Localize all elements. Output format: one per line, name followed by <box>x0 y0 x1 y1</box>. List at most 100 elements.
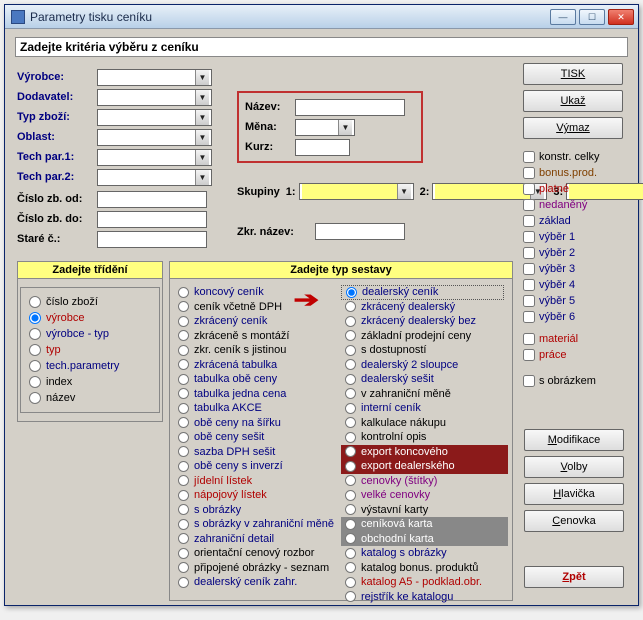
input-kurz[interactable] <box>295 139 350 156</box>
minimize-button[interactable]: — <box>550 9 576 25</box>
chk-v4[interactable] <box>523 279 535 291</box>
type-option[interactable]: dealerský ceník <box>341 285 504 300</box>
ukaz-button[interactable]: Ukaž <box>523 90 623 112</box>
type-option[interactable]: ceníková karta <box>341 517 508 532</box>
type-option[interactable]: nápojový lístek <box>174 488 341 503</box>
type-option[interactable]: orientační cenový rozbor <box>174 546 341 561</box>
type-option[interactable]: jídelní lístek <box>174 474 341 489</box>
combo-vyrobce[interactable]: ▼ <box>97 69 212 86</box>
volby-button[interactable]: Volby <box>524 456 624 478</box>
chk-nedaneny[interactable] <box>523 199 535 211</box>
type-option[interactable]: kalkulace nákupu <box>341 416 508 431</box>
chk-zaklad[interactable] <box>523 215 535 227</box>
type-option[interactable]: zkr. ceník s jistinou <box>174 343 341 358</box>
type-option[interactable]: obě ceny sešit <box>174 430 341 445</box>
type-option[interactable]: velké cenovky <box>341 488 508 503</box>
chk-material[interactable] <box>523 333 535 345</box>
sort-option[interactable]: výrobce - typ <box>29 326 151 342</box>
chevron-down-icon[interactable]: ▼ <box>397 184 411 199</box>
type-option[interactable]: obě ceny s inverzí <box>174 459 341 474</box>
sort-option[interactable]: název <box>29 390 151 406</box>
type-option[interactable]: zkrácený dealerský bez <box>341 314 508 329</box>
type-option[interactable]: tabulka AKCE <box>174 401 341 416</box>
type-option[interactable]: zahraniční detail <box>174 532 341 547</box>
type-option[interactable]: export koncového <box>341 445 508 460</box>
combo-oblast[interactable]: ▼ <box>97 129 212 146</box>
type-option[interactable]: sazba DPH sešit <box>174 445 341 460</box>
modifikace-button[interactable]: Modifikace <box>524 429 624 451</box>
sort-option[interactable]: číslo zboží <box>29 294 151 310</box>
chevron-down-icon[interactable]: ▼ <box>195 150 209 165</box>
type-option[interactable]: katalog A5 - podklad.obr. <box>341 575 508 590</box>
combo-mena[interactable]: ▼ <box>295 119 355 136</box>
type-option[interactable]: základní prodejní ceny <box>341 329 508 344</box>
chevron-down-icon[interactable]: ▼ <box>338 120 352 135</box>
maximize-button[interactable]: ☐ <box>579 9 605 25</box>
chevron-down-icon[interactable]: ▼ <box>195 70 209 85</box>
chk-platne[interactable] <box>523 183 535 195</box>
criteria-header: Zadejte kritéria výběru z ceníku <box>15 37 628 57</box>
chk-prace[interactable] <box>523 349 535 361</box>
hlavicka-button[interactable]: Hlavička <box>524 483 624 505</box>
type-option[interactable]: tabulka obě ceny <box>174 372 341 387</box>
cenovka-button[interactable]: Cenovka <box>524 510 624 532</box>
chevron-down-icon[interactable]: ▼ <box>195 90 209 105</box>
chk-bonus[interactable] <box>523 167 535 179</box>
input-zkr-nazev[interactable] <box>315 223 405 240</box>
type-option[interactable]: zkrácená tabulka <box>174 358 341 373</box>
chevron-down-icon[interactable]: ▼ <box>195 110 209 125</box>
sort-option[interactable]: výrobce <box>29 310 151 326</box>
chk-v2[interactable] <box>523 247 535 259</box>
sort-option[interactable]: tech.parametry <box>29 358 151 374</box>
chevron-down-icon[interactable]: ▼ <box>195 170 209 185</box>
type-option[interactable]: dealerský ceník zahr. <box>174 575 341 590</box>
type-option[interactable]: s obrázky <box>174 503 341 518</box>
tisk-button[interactable]: TISK <box>523 63 623 85</box>
combo-techpar2[interactable]: ▼ <box>97 169 212 186</box>
type-option[interactable]: rejstřík ke katalogu <box>341 590 508 605</box>
type-option[interactable]: obě ceny na šířku <box>174 416 341 431</box>
close-button[interactable]: ✕ <box>608 9 634 25</box>
vymaz-button[interactable]: Výmaz <box>523 117 623 139</box>
combo-typ-zbozi[interactable]: ▼ <box>97 109 212 126</box>
type-col-2: dealerský ceníkzkrácený dealerskýzkrácen… <box>341 285 508 594</box>
combo-techpar1[interactable]: ▼ <box>97 149 212 166</box>
chk-v6[interactable] <box>523 311 535 323</box>
type-option[interactable]: zkráceně s montáží <box>174 329 341 344</box>
lbl-typ-zbozi: Typ zboží: <box>17 111 97 123</box>
type-option[interactable]: připojené obrázky - seznam <box>174 561 341 576</box>
type-option[interactable]: kontrolní opis <box>341 430 508 445</box>
chk-v1[interactable] <box>523 231 535 243</box>
combo-sk1[interactable]: ▼ <box>299 183 414 200</box>
chk-v3[interactable] <box>523 263 535 275</box>
lbl-dodavatel: Dodavatel: <box>17 91 97 103</box>
type-option[interactable]: zkrácený ceník <box>174 314 341 329</box>
type-option[interactable]: zkrácený dealerský <box>341 300 508 315</box>
chk-konstr[interactable] <box>523 151 535 163</box>
type-option[interactable]: výstavní karty <box>341 503 508 518</box>
chk-obrazkem[interactable] <box>523 375 535 387</box>
type-option[interactable]: s dostupností <box>341 343 508 358</box>
type-option[interactable]: export dealerského <box>341 459 508 474</box>
type-option[interactable]: katalog s obrázky <box>341 546 508 561</box>
type-option[interactable]: s obrázky v zahraniční měně <box>174 517 341 532</box>
type-option[interactable]: interní ceník <box>341 401 508 416</box>
sort-option[interactable]: typ <box>29 342 151 358</box>
input-cislo-od[interactable] <box>97 191 207 208</box>
input-nazev[interactable] <box>295 99 405 116</box>
type-option[interactable]: katalog bonus. produktů <box>341 561 508 576</box>
type-option[interactable]: dealerský 2 sloupce <box>341 358 508 373</box>
chevron-down-icon[interactable]: ▼ <box>195 130 209 145</box>
type-option[interactable]: tabulka jedna cena <box>174 387 341 402</box>
input-stare-c[interactable] <box>97 231 207 248</box>
type-option[interactable]: obchodní karta <box>341 532 508 547</box>
zpet-button[interactable]: Zpět <box>524 566 624 588</box>
window: Parametry tisku ceníku — ☐ ✕ Zadejte kri… <box>4 4 639 606</box>
sort-option[interactable]: index <box>29 374 151 390</box>
type-option[interactable]: dealerský sešit <box>341 372 508 387</box>
type-option[interactable]: v zahraniční měně <box>341 387 508 402</box>
input-cislo-do[interactable] <box>97 211 207 228</box>
type-option[interactable]: cenovky (štítky) <box>341 474 508 489</box>
chk-v5[interactable] <box>523 295 535 307</box>
combo-dodavatel[interactable]: ▼ <box>97 89 212 106</box>
